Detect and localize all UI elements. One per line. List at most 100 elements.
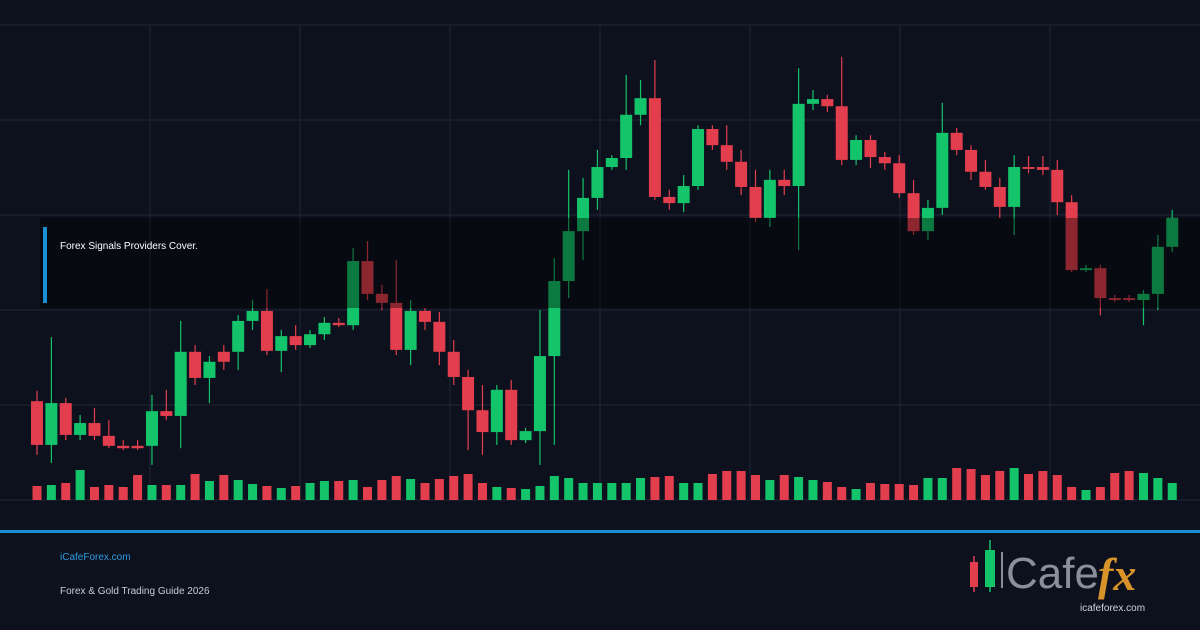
volume-bar — [636, 478, 646, 500]
candle-body — [864, 139, 877, 158]
candle-body — [533, 356, 546, 432]
volume-bar — [204, 481, 214, 500]
logo-accent: fx — [1098, 549, 1136, 600]
candle-body — [217, 351, 230, 362]
candle-body — [591, 167, 604, 198]
volume-bar — [492, 487, 502, 500]
candle-body — [720, 145, 733, 162]
candle-body — [347, 261, 360, 326]
candle-body — [88, 423, 101, 436]
logo-bar — [1001, 552, 1003, 588]
volume-bar — [46, 485, 56, 500]
candle-body — [275, 336, 288, 351]
volume-bar — [650, 477, 660, 500]
volume-bar — [406, 479, 416, 500]
logo: Cafe fx icafeforex.com — [970, 540, 1145, 614]
candle-body — [936, 132, 949, 208]
candle-body — [1094, 268, 1107, 299]
volume-bar — [176, 485, 186, 500]
volume-bar — [1009, 468, 1019, 500]
candle-body — [605, 158, 618, 168]
footer-subtitle: Forex & Gold Trading Guide 2026 — [60, 586, 210, 597]
candle-body — [232, 320, 245, 352]
candle-body — [260, 310, 273, 351]
volume-bar — [434, 479, 444, 500]
candle-body — [117, 445, 130, 449]
volume-bar — [980, 475, 990, 500]
candle-body — [577, 197, 590, 232]
candle-body — [102, 435, 115, 446]
candle-body — [246, 310, 259, 321]
volume-bar — [808, 480, 818, 500]
candle-body — [289, 336, 302, 346]
candle-body — [850, 139, 863, 160]
volume-bar — [133, 475, 143, 500]
volume-bar — [1024, 474, 1034, 500]
candle-body — [778, 179, 791, 187]
candle-body — [447, 351, 460, 377]
candle-body — [663, 196, 676, 204]
candle-body — [160, 411, 173, 416]
candle-body — [735, 161, 748, 187]
volume-bar — [693, 483, 703, 500]
volume-bar — [363, 487, 373, 500]
volume-bar — [1081, 490, 1091, 500]
candle-body — [375, 293, 388, 303]
volume-bar — [319, 481, 329, 500]
volume-bar — [61, 483, 71, 500]
candle-body — [332, 322, 345, 326]
volume-bar — [621, 483, 631, 500]
candle-body — [31, 401, 43, 445]
volume-bar — [952, 468, 962, 500]
candle-body — [979, 171, 992, 187]
volume-bar — [463, 474, 473, 500]
volume-bar — [348, 480, 358, 500]
volume-bar — [118, 487, 128, 500]
candle-body — [1137, 293, 1150, 301]
volume-bar — [449, 476, 459, 500]
candle-body — [1065, 202, 1078, 271]
volume-bar — [592, 483, 602, 500]
candle-body — [59, 403, 72, 435]
volume-bar — [276, 488, 286, 500]
candle-body — [74, 423, 87, 435]
volume-bar — [334, 481, 344, 500]
candle-body — [1051, 169, 1064, 203]
volume-bar — [549, 476, 559, 500]
candle-body — [418, 310, 431, 322]
candle-body — [1022, 167, 1035, 169]
candle-body — [634, 98, 647, 115]
candle-body — [1008, 167, 1021, 207]
candle-body — [692, 129, 705, 187]
candle-body — [921, 207, 934, 232]
volume-bar — [679, 483, 689, 500]
volume-bar — [1052, 475, 1062, 500]
volume-bar — [75, 470, 85, 500]
volume-bar — [894, 484, 904, 500]
candle-body — [1036, 167, 1049, 170]
logo-candle — [970, 562, 978, 587]
candle-body — [878, 157, 891, 164]
volume-bar — [851, 489, 861, 500]
candle-body — [145, 411, 158, 446]
volume-bar — [578, 483, 588, 500]
volume-bar — [1038, 471, 1048, 500]
volume-bar — [1095, 487, 1105, 500]
candle-body — [390, 302, 403, 350]
volume-bar — [1153, 478, 1163, 500]
banner-accent — [43, 227, 47, 303]
candle-body — [821, 99, 834, 107]
volume-bar — [722, 471, 732, 500]
logo-url: icafeforex.com — [1080, 603, 1145, 614]
volume-bar — [707, 474, 717, 500]
candle-body — [677, 186, 690, 204]
candle-body — [404, 310, 417, 350]
candle-body — [562, 231, 575, 282]
volume-bar — [736, 471, 746, 500]
candle-body — [648, 98, 661, 197]
candle-body — [361, 261, 374, 294]
volume-bar — [765, 480, 775, 500]
candle-body — [548, 281, 561, 357]
volume-bar — [1138, 473, 1148, 500]
